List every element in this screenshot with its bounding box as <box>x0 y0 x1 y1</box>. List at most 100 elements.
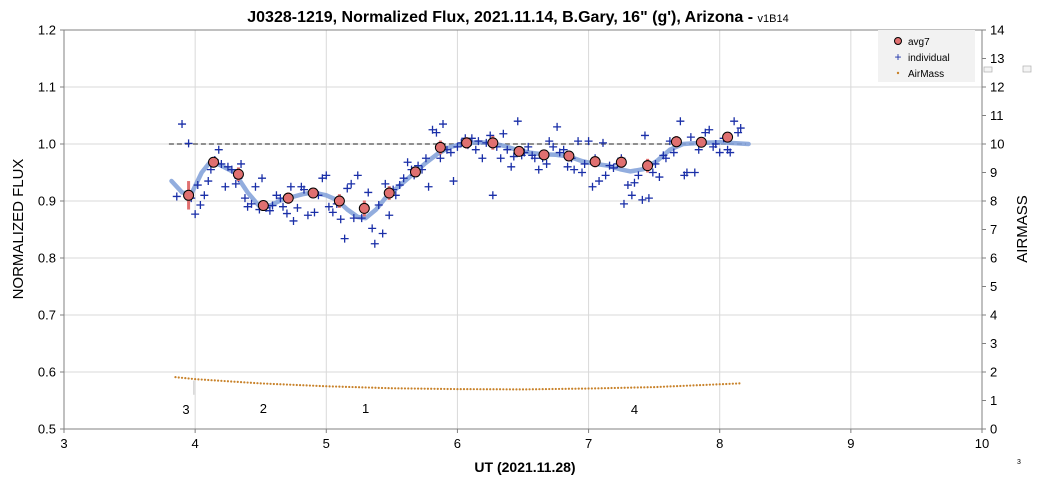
y2-tick-label: 7 <box>990 222 997 237</box>
individual-point <box>282 209 291 218</box>
airmass-point <box>479 388 482 391</box>
airmass-point <box>521 388 525 391</box>
airmass-point <box>685 384 689 387</box>
airmass-point <box>226 380 230 383</box>
airmass-point <box>377 386 380 389</box>
airmass-point <box>682 384 685 387</box>
airmass-point <box>672 385 675 388</box>
airmass-point <box>407 387 410 390</box>
individual-point <box>513 117 522 126</box>
airmass-point <box>243 381 246 384</box>
airmass-point <box>197 378 200 381</box>
x-tick-label: 3 <box>60 436 67 451</box>
y2-tick-label: 5 <box>990 279 997 294</box>
individual-series <box>172 117 745 248</box>
airmass-point <box>735 382 738 385</box>
airmass-point <box>338 385 341 388</box>
airmass-point <box>518 388 521 391</box>
airmass-point <box>256 382 259 385</box>
y2-axis-label: AIRMASS <box>1014 195 1031 263</box>
airmass-point <box>692 384 695 387</box>
airmass-point <box>594 387 597 390</box>
avg7-point <box>487 137 499 149</box>
airmass-point <box>679 384 682 388</box>
individual-point <box>446 148 455 157</box>
airmass-point <box>620 386 623 389</box>
y2-tick-label: 9 <box>990 165 997 180</box>
airmass-point <box>626 386 630 389</box>
individual-point <box>439 120 448 129</box>
airmass-point <box>712 383 715 386</box>
individual-point <box>449 177 458 186</box>
airmass-point <box>449 387 452 391</box>
airmass-point <box>380 386 384 390</box>
individual-point <box>279 202 288 211</box>
individual-point <box>640 131 649 140</box>
airmass-point <box>426 387 430 390</box>
airmass-point <box>548 387 551 391</box>
airmass-point <box>630 386 633 389</box>
airmass-point <box>728 382 731 385</box>
airmass-point <box>495 388 498 391</box>
individual-point <box>336 215 345 224</box>
airmass-point <box>276 383 279 386</box>
chart-title-main: J0328-1219, Normalized Flux, 2021.11.14,… <box>247 9 757 26</box>
resize-handle-left[interactable] <box>983 66 993 73</box>
individual-point <box>478 154 487 163</box>
individual-point <box>549 142 558 151</box>
airmass-point <box>416 387 420 390</box>
airmass-point <box>702 383 705 387</box>
avg7-point <box>461 137 473 149</box>
y2-tick-label: 11 <box>990 108 1004 123</box>
airmass-point <box>616 386 620 389</box>
individual-point <box>347 179 356 188</box>
individual-point <box>648 168 657 177</box>
airmass-point <box>502 388 505 391</box>
individual-point <box>669 148 678 157</box>
airmass-point <box>216 379 220 382</box>
individual-point <box>530 154 539 163</box>
avg7-point <box>722 131 734 143</box>
annotation-label: 4 <box>631 402 638 417</box>
model-curve <box>169 140 751 221</box>
y-tick-label: 1.0 <box>38 137 56 152</box>
individual-point <box>310 208 319 217</box>
airmass-point <box>538 388 541 391</box>
individual-point <box>328 208 337 217</box>
resize-handle-right[interactable] <box>1022 65 1032 73</box>
airmass-point <box>669 385 672 388</box>
airmass-point <box>721 383 725 386</box>
airmass-point <box>420 387 423 390</box>
airmass-point <box>564 387 567 390</box>
individual-point <box>496 154 505 163</box>
airmass-point <box>597 387 600 390</box>
airmass-point <box>607 387 610 390</box>
individual-point <box>293 203 302 212</box>
airmass-point <box>282 383 285 386</box>
individual-point <box>578 168 587 177</box>
individual-point <box>353 171 362 180</box>
airmass-point <box>177 376 180 379</box>
airmass-point <box>423 387 426 390</box>
airmass-point <box>285 383 289 386</box>
individual-point <box>627 191 636 200</box>
airmass-point <box>200 378 203 381</box>
airmass-point <box>344 385 348 388</box>
airmass-point <box>603 387 607 390</box>
y2-tick-label: 4 <box>990 308 997 323</box>
individual-point <box>686 133 695 142</box>
airmass-point <box>321 385 325 388</box>
individual-point <box>609 163 618 172</box>
individual-point <box>638 195 647 204</box>
individual-point <box>574 137 583 146</box>
airmass-point <box>600 387 603 390</box>
individual-point <box>196 200 205 209</box>
plot-area <box>63 29 983 430</box>
airmass-point <box>194 378 197 381</box>
airmass-point <box>666 385 669 388</box>
individual-point <box>682 168 691 177</box>
airmass-point <box>610 386 613 390</box>
airmass-point <box>174 376 177 379</box>
airmass-point <box>292 383 295 386</box>
y-axis-label: NORMALIZED FLUX <box>10 159 27 300</box>
